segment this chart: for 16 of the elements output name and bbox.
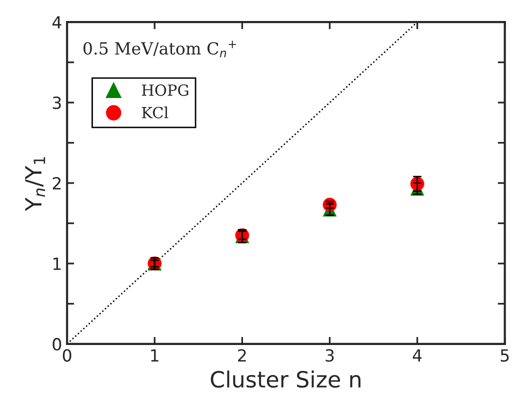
legend-label: KCl xyxy=(142,106,168,118)
x-tick-label: 4 xyxy=(412,349,422,362)
y-axis-title: Y$_{n}$/Y$_{1}$ xyxy=(25,157,46,212)
x-tick-label: 2 xyxy=(238,349,246,362)
y-tick-label: 0 xyxy=(52,338,62,351)
x-axis-title: Cluster Size n xyxy=(210,370,360,388)
legend-label: HOPG xyxy=(142,84,188,96)
y-tick-label: 1 xyxy=(53,258,61,270)
annotation: 0.5 MeV/atom C$_{n}$$^{+}$ xyxy=(83,40,236,58)
x-tick-label: 0 xyxy=(62,349,72,362)
y-tick-label: 3 xyxy=(52,96,61,110)
y-tick-label: 4 xyxy=(52,16,62,28)
x-tick-label: 5 xyxy=(500,349,509,362)
y-tick-label: 2 xyxy=(52,176,61,190)
x-tick-label: 3 xyxy=(326,349,334,362)
x-tick-label: 1 xyxy=(151,349,158,362)
